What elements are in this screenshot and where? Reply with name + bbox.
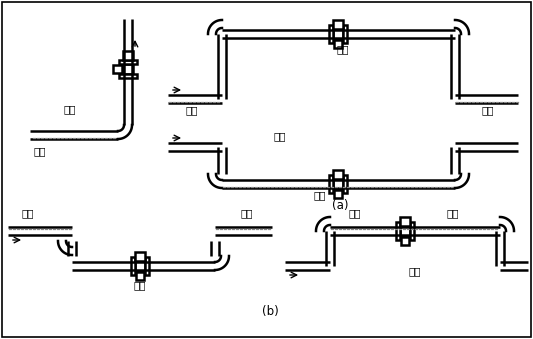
Bar — [401, 237, 409, 245]
Text: 气泡: 气泡 — [447, 208, 459, 218]
Text: 液体: 液体 — [34, 146, 46, 156]
Bar — [131, 257, 135, 275]
Text: 气泡: 气泡 — [241, 208, 253, 218]
Text: 正确: 正确 — [134, 280, 146, 290]
Bar — [343, 25, 347, 43]
Bar — [334, 190, 342, 198]
Bar — [333, 179, 343, 189]
Bar — [329, 175, 333, 193]
Bar — [396, 222, 400, 240]
Bar — [410, 222, 414, 240]
Bar — [123, 51, 133, 60]
Bar — [329, 25, 333, 43]
Bar — [333, 170, 343, 179]
Bar — [135, 252, 145, 261]
Text: 错误: 错误 — [274, 131, 286, 141]
Text: 液体: 液体 — [314, 190, 326, 200]
Text: 气泡: 气泡 — [349, 208, 361, 218]
Bar — [119, 60, 137, 64]
Bar — [145, 257, 149, 275]
Text: (b): (b) — [262, 304, 278, 318]
Bar — [333, 20, 343, 29]
Bar — [136, 272, 144, 280]
Text: 液体: 液体 — [482, 105, 494, 115]
Bar — [135, 261, 145, 271]
Text: 错误: 错误 — [409, 266, 421, 276]
Bar — [333, 29, 343, 39]
Text: 液体: 液体 — [185, 105, 198, 115]
Bar — [400, 226, 410, 236]
Text: 正确: 正确 — [337, 44, 349, 54]
Text: (a): (a) — [332, 199, 348, 213]
Bar — [334, 40, 342, 48]
Bar — [119, 74, 137, 78]
Bar — [400, 217, 410, 226]
Bar — [343, 175, 347, 193]
Text: 正确: 正确 — [64, 104, 76, 114]
Bar — [123, 64, 133, 74]
Bar — [113, 65, 122, 73]
Text: 气泡: 气泡 — [22, 208, 34, 218]
